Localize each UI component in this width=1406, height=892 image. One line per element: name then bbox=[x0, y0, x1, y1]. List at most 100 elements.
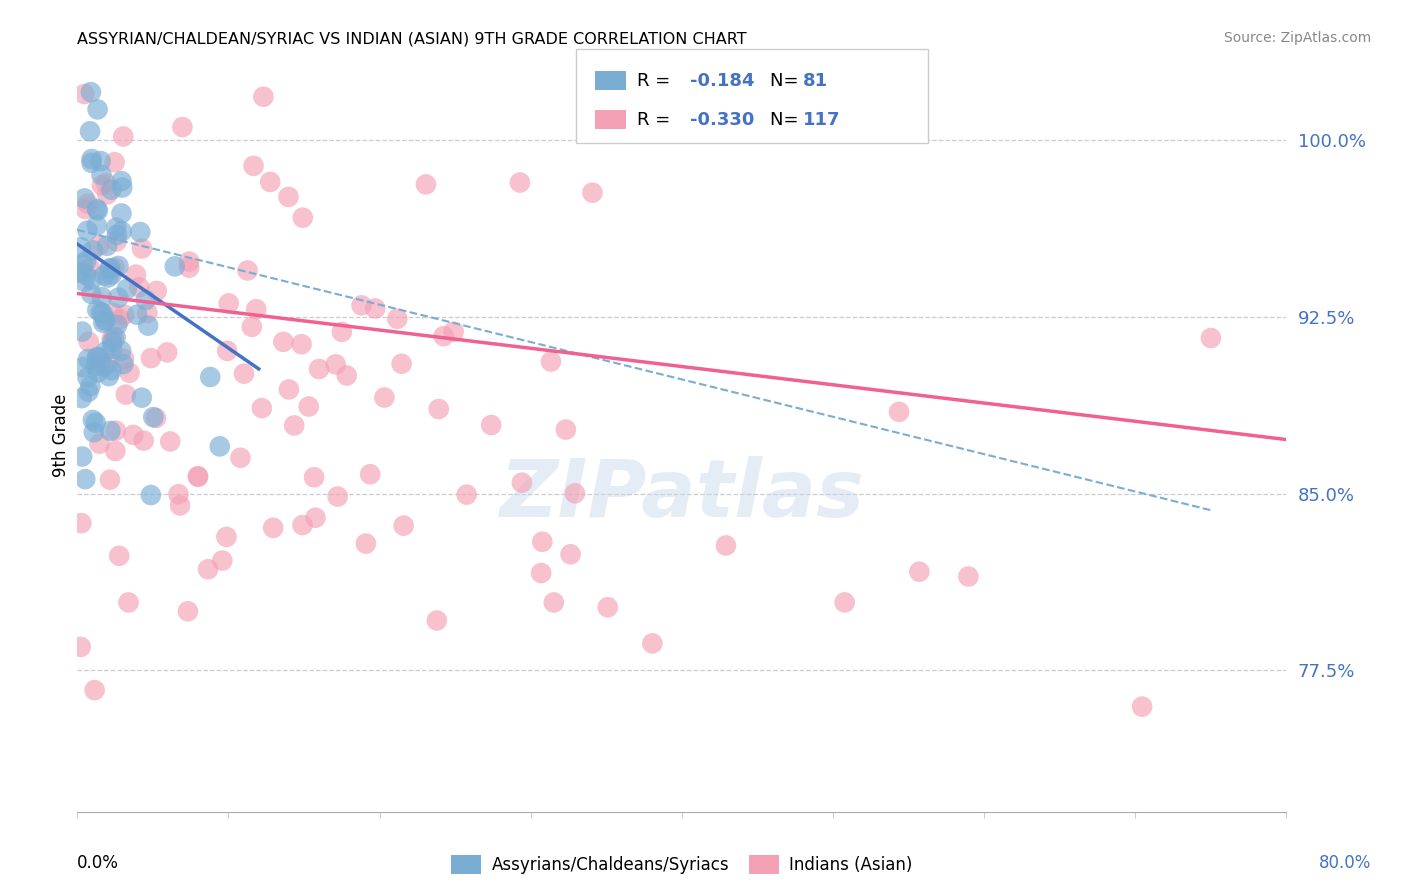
Text: R =: R = bbox=[637, 71, 676, 89]
Point bbox=[87, 365, 110, 379]
Point bbox=[128, 280, 150, 294]
Point bbox=[91, 306, 114, 320]
Point bbox=[76, 224, 98, 238]
Point bbox=[714, 539, 737, 553]
Point bbox=[97, 270, 120, 285]
Point bbox=[211, 553, 233, 567]
Point bbox=[84, 359, 107, 374]
Point bbox=[90, 178, 112, 193]
Point bbox=[96, 356, 118, 370]
Point bbox=[354, 536, 377, 550]
Point bbox=[145, 411, 167, 425]
Point bbox=[75, 254, 97, 268]
Point bbox=[79, 124, 101, 138]
Point bbox=[325, 357, 347, 371]
Point bbox=[291, 211, 314, 225]
Point bbox=[308, 362, 330, 376]
Point bbox=[75, 472, 97, 486]
Text: 0.0%: 0.0% bbox=[77, 855, 120, 872]
Point bbox=[641, 636, 664, 650]
Point bbox=[86, 103, 108, 117]
Point bbox=[283, 418, 305, 433]
Text: 117: 117 bbox=[803, 111, 841, 128]
Point bbox=[107, 259, 129, 273]
Point bbox=[70, 325, 93, 339]
Text: N=: N= bbox=[770, 71, 804, 89]
Point bbox=[167, 487, 190, 501]
Point bbox=[560, 547, 582, 561]
Point bbox=[72, 257, 94, 271]
Point bbox=[93, 268, 115, 283]
Point bbox=[245, 302, 267, 317]
Point bbox=[70, 516, 93, 530]
Point bbox=[90, 154, 112, 169]
Point bbox=[94, 312, 117, 326]
Point bbox=[80, 286, 103, 301]
Point bbox=[302, 470, 325, 484]
Point bbox=[103, 306, 125, 320]
Text: ASSYRIAN/CHALDEAN/SYRIAC VS INDIAN (ASIAN) 9TH GRADE CORRELATION CHART: ASSYRIAN/CHALDEAN/SYRIAC VS INDIAN (ASIA… bbox=[77, 31, 747, 46]
Point bbox=[93, 359, 115, 374]
Point bbox=[125, 308, 148, 322]
Point bbox=[443, 325, 465, 339]
Point bbox=[86, 302, 108, 317]
Point bbox=[298, 400, 321, 414]
Point bbox=[834, 595, 856, 609]
Point bbox=[70, 450, 93, 464]
Point bbox=[77, 351, 100, 366]
Point bbox=[110, 343, 132, 358]
Point bbox=[77, 196, 100, 211]
Point bbox=[91, 316, 114, 330]
Point bbox=[131, 242, 153, 256]
Point bbox=[69, 640, 91, 654]
Point bbox=[100, 183, 122, 197]
Point bbox=[530, 566, 553, 580]
Point bbox=[104, 155, 127, 169]
Point bbox=[427, 402, 450, 417]
Point bbox=[479, 418, 502, 433]
Point bbox=[79, 379, 101, 393]
Point bbox=[89, 354, 111, 368]
Point bbox=[326, 490, 349, 504]
Point bbox=[350, 298, 373, 312]
Point bbox=[259, 175, 281, 189]
Point bbox=[87, 203, 110, 218]
Point bbox=[86, 219, 108, 233]
Point bbox=[90, 168, 112, 182]
Point bbox=[387, 311, 409, 326]
Text: -0.184: -0.184 bbox=[690, 71, 755, 89]
Point bbox=[111, 224, 134, 238]
Point bbox=[91, 290, 114, 304]
Point bbox=[136, 306, 159, 320]
Point bbox=[104, 330, 127, 344]
Point bbox=[105, 227, 128, 242]
Point bbox=[163, 260, 186, 274]
Point bbox=[169, 499, 191, 513]
Point bbox=[215, 530, 238, 544]
Point bbox=[114, 387, 136, 401]
Point bbox=[80, 156, 103, 170]
Point bbox=[187, 469, 209, 483]
Point bbox=[100, 332, 122, 346]
Point bbox=[104, 260, 127, 275]
Point bbox=[262, 521, 284, 535]
Point bbox=[887, 405, 910, 419]
Point bbox=[112, 308, 135, 322]
Point bbox=[89, 436, 111, 450]
Text: -0.330: -0.330 bbox=[690, 111, 755, 128]
Point bbox=[554, 423, 576, 437]
Point bbox=[98, 262, 121, 277]
Point bbox=[108, 312, 131, 326]
Point bbox=[957, 569, 980, 583]
Point bbox=[96, 187, 118, 202]
Point bbox=[84, 416, 107, 430]
Point bbox=[229, 450, 252, 465]
Point bbox=[291, 518, 314, 533]
Point bbox=[159, 434, 181, 449]
Point bbox=[908, 565, 931, 579]
Point bbox=[122, 428, 145, 442]
Point bbox=[240, 319, 263, 334]
Text: 81: 81 bbox=[803, 71, 828, 89]
Point bbox=[129, 225, 152, 239]
Point bbox=[564, 486, 586, 500]
